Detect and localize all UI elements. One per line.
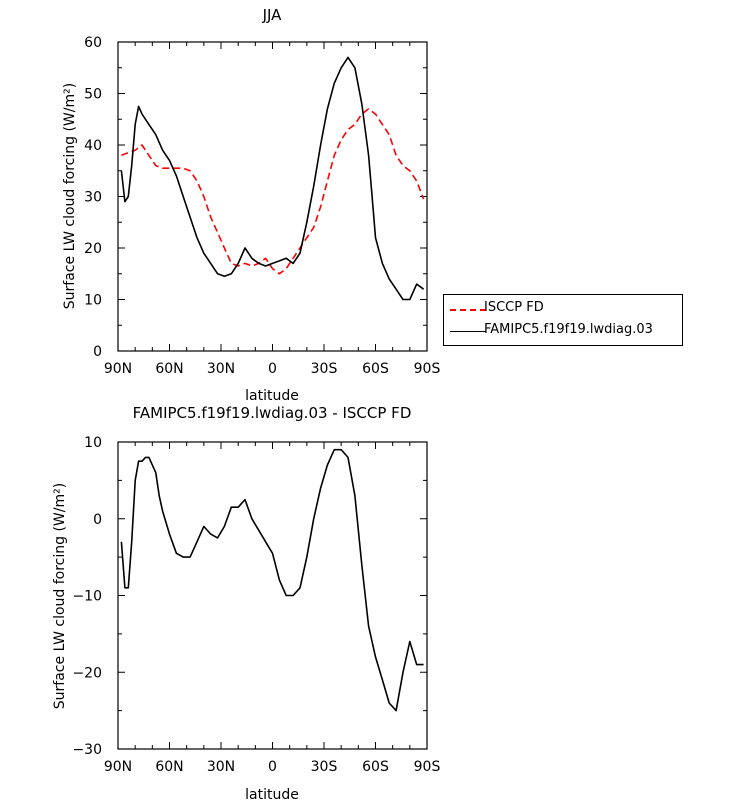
chart-legend: ISCCP FD FAMIPC5.f19f19.lwdiag.03: [443, 294, 683, 346]
x-tick-label: 60S: [362, 361, 389, 377]
legend-label-isccp: ISCCP FD: [484, 300, 544, 315]
y-tick-label: 20: [84, 241, 102, 257]
x-tick-label: 60S: [362, 759, 389, 775]
legend-swatch-isccp: [450, 309, 486, 311]
legend-swatch-famipc5: [450, 331, 486, 332]
bottom-chart-title: FAMIPC5.f19f19.lwdiag.03 - ISCCP FD: [133, 404, 412, 422]
x-tick-label: 30S: [311, 759, 338, 775]
series-line-difference: [120, 448, 424, 712]
x-tick-label: 90N: [104, 361, 132, 377]
series-line-isccp: [121, 108, 425, 275]
y-tick-label: 10: [84, 435, 102, 451]
y-tick-label: 50: [84, 87, 102, 103]
top-chart-ylabel: Surface LW cloud forcing (W/m²): [62, 83, 78, 309]
legend-item-isccp: ISCCP FD: [444, 299, 682, 319]
x-tick-label: 30S: [311, 361, 338, 377]
y-tick-label: −20: [72, 665, 102, 681]
bottom-chart-xlabel: latitude: [245, 787, 299, 803]
x-tick-label: 0: [268, 361, 277, 377]
y-tick-label: 60: [84, 35, 102, 51]
y-tick-label: 0: [93, 344, 102, 360]
plot-frame: [117, 441, 428, 750]
x-tick-label: 30N: [207, 759, 235, 775]
y-tick-label: 10: [84, 293, 102, 309]
x-tick-label: 60N: [155, 759, 183, 775]
top-panel: JJA Surface LW cloud forcing (W/m²) lati…: [62, 6, 440, 404]
bottom-chart-ylabel: Surface LW cloud forcing (W/m²): [52, 483, 68, 709]
x-tick-label: 90N: [104, 759, 132, 775]
y-tick-label: 30: [84, 190, 102, 206]
x-tick-label: 30N: [207, 361, 235, 377]
y-tick-label: −30: [72, 742, 102, 758]
series-line-famipc5-f19f19-lwdiag-03: [120, 56, 425, 301]
y-tick-label: 0: [93, 512, 102, 528]
x-tick-label: 90S: [414, 361, 441, 377]
x-tick-label: 90S: [414, 759, 441, 775]
y-tick-label: 40: [84, 138, 102, 154]
x-tick-label: 60N: [155, 361, 183, 377]
y-tick-label: −10: [72, 589, 102, 605]
legend-item-famipc5: FAMIPC5.f19f19.lwdiag.03: [444, 321, 682, 341]
legend-label-famipc5: FAMIPC5.f19f19.lwdiag.03: [484, 322, 653, 337]
x-tick-label: 0: [268, 759, 277, 775]
top-chart-title: JJA: [262, 6, 283, 24]
top-chart-xlabel: latitude: [245, 388, 299, 404]
plot-frame: [117, 41, 428, 352]
bottom-panel: FAMIPC5.f19f19.lwdiag.03 - ISCCP FD Surf…: [52, 404, 440, 803]
